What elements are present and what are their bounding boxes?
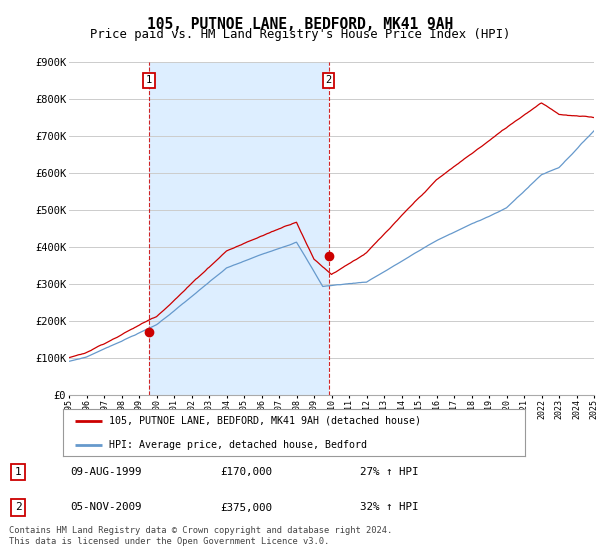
Text: 2: 2: [14, 502, 22, 512]
Text: 09-AUG-1999: 09-AUG-1999: [70, 467, 142, 477]
Text: £170,000: £170,000: [220, 467, 272, 477]
Bar: [149, 62, 329, 395]
Text: 2: 2: [325, 75, 332, 85]
Text: £375,000: £375,000: [220, 502, 272, 512]
Text: Price paid vs. HM Land Registry's House Price Index (HPI): Price paid vs. HM Land Registry's House …: [90, 28, 510, 41]
Text: 1: 1: [146, 75, 152, 85]
Text: HPI: Average price, detached house, Bedford: HPI: Average price, detached house, Bedf…: [109, 440, 367, 450]
Text: 105, PUTNOE LANE, BEDFORD, MK41 9AH (detached house): 105, PUTNOE LANE, BEDFORD, MK41 9AH (det…: [109, 416, 421, 426]
Text: 1: 1: [14, 467, 22, 477]
Text: 105, PUTNOE LANE, BEDFORD, MK41 9AH: 105, PUTNOE LANE, BEDFORD, MK41 9AH: [147, 17, 453, 32]
Text: Contains HM Land Registry data © Crown copyright and database right 2024.
This d: Contains HM Land Registry data © Crown c…: [9, 526, 392, 546]
Text: 27% ↑ HPI: 27% ↑ HPI: [360, 467, 419, 477]
Text: 05-NOV-2009: 05-NOV-2009: [70, 502, 142, 512]
Text: 32% ↑ HPI: 32% ↑ HPI: [360, 502, 419, 512]
